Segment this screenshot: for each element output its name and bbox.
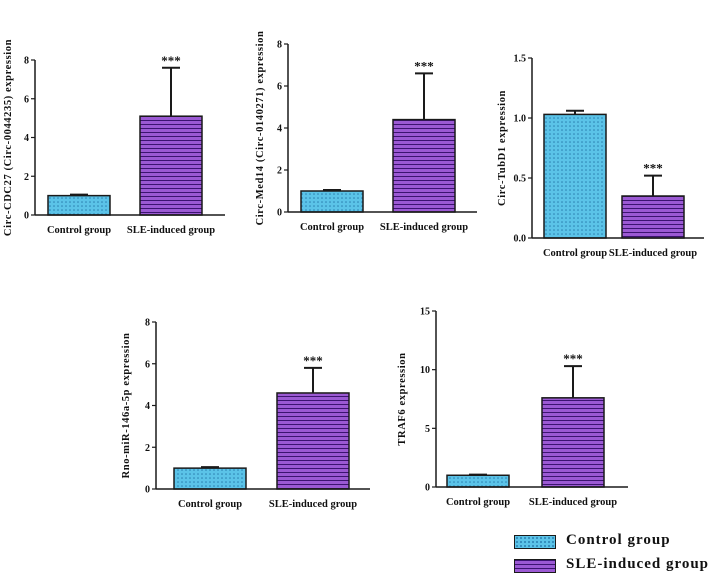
chart-panel-4: *** 0 2 4 6 8 Control group SLE-induced group Rn… bbox=[121, 318, 370, 510]
bar-sle bbox=[541, 397, 605, 488]
y-tick-label: 8 bbox=[277, 40, 282, 51]
y-tick-label: 4 bbox=[145, 401, 150, 412]
significance-label: *** bbox=[563, 351, 583, 366]
y-tick-label: 0.0 bbox=[514, 234, 527, 245]
legend-swatch-control bbox=[514, 535, 556, 549]
chart-panel-3: *** 0.0 0.5 1.0 1.5 Control group SLE-induced … bbox=[497, 54, 704, 259]
legend: Control group SLE-induced group bbox=[514, 528, 720, 576]
legend-swatch-sle bbox=[514, 559, 556, 573]
x-category-label: Control group bbox=[47, 225, 111, 236]
x-category-label: SLE-induced group bbox=[269, 499, 357, 510]
chart-panel-1: *** 0 2 4 6 8 Control group SLE-induced group Ci… bbox=[3, 39, 225, 236]
chart-panel-5: *** 0 5 10 15 Control group SLE-induced group T… bbox=[397, 307, 628, 508]
y-tick-label: 1.0 bbox=[514, 114, 527, 125]
y-axis-label: Rno-miR-146a-5p expression bbox=[121, 333, 132, 479]
x-category-label: Control group bbox=[178, 499, 242, 510]
y-tick-label: 4 bbox=[24, 133, 29, 144]
x-category-label: SLE-induced group bbox=[127, 225, 215, 236]
y-tick-label: 0 bbox=[425, 483, 430, 494]
bar-control bbox=[300, 190, 364, 213]
y-tick-label: 0 bbox=[145, 485, 150, 496]
y-tick-label: 1.5 bbox=[514, 54, 527, 65]
x-category-label: Control group bbox=[446, 497, 510, 508]
significance-label: *** bbox=[161, 53, 181, 68]
y-axis-label: TRAF6 expression bbox=[397, 352, 408, 445]
y-tick-label: 8 bbox=[24, 56, 29, 67]
x-category-label: SLE-induced group bbox=[380, 222, 468, 233]
y-tick-label: 2 bbox=[24, 172, 29, 183]
legend-label-sle: SLE-induced group bbox=[566, 556, 710, 572]
y-tick-label: 4 bbox=[277, 124, 282, 135]
x-category-label: Control group bbox=[543, 248, 607, 259]
y-axis-label: Circ-Med14 (Circ-0140271) expression bbox=[255, 31, 266, 226]
bar-control bbox=[173, 467, 247, 490]
x-category-label: SLE-induced group bbox=[529, 497, 617, 508]
y-tick-label: 6 bbox=[277, 82, 282, 93]
y-tick-label: 2 bbox=[277, 166, 282, 177]
y-axis-label: Circ-TubD1 expression bbox=[497, 90, 508, 206]
y-tick-label: 6 bbox=[145, 359, 150, 370]
x-category-label: Control group bbox=[300, 222, 364, 233]
x-category-label: SLE-induced group bbox=[609, 248, 697, 259]
bar-sle bbox=[276, 392, 350, 490]
significance-label: *** bbox=[303, 353, 323, 368]
y-tick-label: 8 bbox=[145, 318, 150, 329]
y-tick-label: 0.5 bbox=[514, 174, 527, 185]
bar-sle bbox=[621, 195, 685, 239]
y-tick-label: 6 bbox=[24, 94, 29, 105]
y-tick-label: 15 bbox=[420, 307, 430, 318]
y-tick-label: 2 bbox=[145, 443, 150, 454]
bar-control bbox=[543, 113, 607, 239]
y-tick-label: 0 bbox=[277, 208, 282, 219]
bar-sle bbox=[139, 115, 203, 216]
significance-label: *** bbox=[643, 161, 663, 176]
y-axis-label: Circ-CDC27 (Circ-0044235) expression bbox=[3, 39, 14, 236]
legend-label-control: Control group bbox=[566, 532, 671, 548]
y-tick-label: 10 bbox=[420, 365, 430, 376]
chart-panel-2: *** 0 2 4 6 8 Control group SLE-induced group Ci… bbox=[255, 31, 477, 233]
significance-label: *** bbox=[414, 58, 434, 73]
bar-control bbox=[47, 194, 111, 216]
bar-sle bbox=[392, 118, 456, 213]
y-tick-label: 0 bbox=[24, 211, 29, 222]
legend-item-control: Control group bbox=[514, 532, 720, 552]
legend-item-sle: SLE-induced group bbox=[514, 556, 720, 576]
y-tick-label: 5 bbox=[425, 424, 430, 435]
bar-control bbox=[446, 474, 510, 488]
